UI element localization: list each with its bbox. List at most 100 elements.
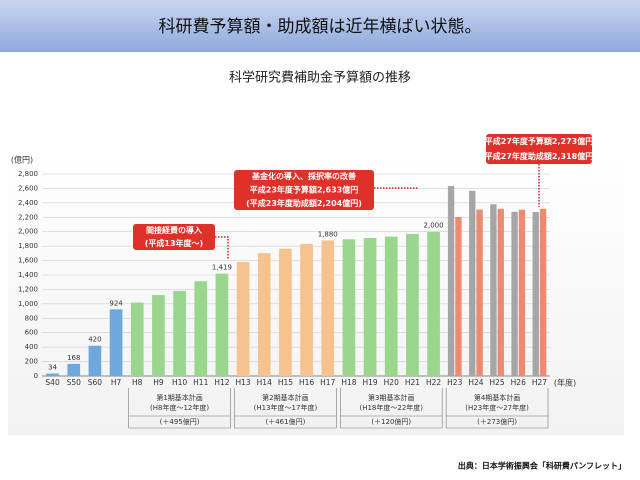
period-increase: (＋461億円) [266, 417, 306, 426]
x-tick-label: H16 [299, 378, 314, 387]
x-tick-label: H8 [132, 378, 143, 387]
period-name: 第1期基本計画 [156, 393, 202, 402]
x-tick-label: H13 [235, 378, 250, 387]
bar [469, 190, 476, 376]
source: 出典：日本学術振興会「科研費パンフレット」 [458, 461, 626, 471]
y-tick-label: 1,200 [18, 285, 38, 293]
y-tick-label: 2,200 [18, 213, 38, 221]
x-tick-label: H18 [341, 378, 356, 387]
chart-title: 科学研究費補助金予算額の推移 [229, 70, 411, 86]
x-tick-label: H17 [320, 378, 335, 387]
bar [497, 208, 504, 376]
bar [476, 209, 483, 376]
x-tick-label: H24 [468, 378, 483, 387]
bar [215, 273, 229, 376]
y-tick-label: 600 [25, 329, 38, 337]
y-tick-label: 0 [34, 372, 38, 380]
x-tick-label: S50 [67, 378, 82, 387]
bar [363, 237, 377, 376]
y-tick-label: 2,400 [18, 199, 38, 207]
x-tick-label: S40 [45, 378, 60, 387]
callout-text: (平成23年度助成額2,204億円) [246, 198, 362, 208]
x-tick-label: H27 [532, 378, 547, 387]
chart: 0 200 400 600 800 1,000 1,200 1,400 1,600 1,800 2,… [18, 134, 597, 429]
bar [152, 295, 165, 376]
callout-box [486, 134, 592, 164]
header-band [0, 0, 640, 52]
period-increase: (＋273億円) [477, 417, 517, 426]
header-title: 科研費予算額・助成額は近年横ばい状態。 [159, 17, 482, 37]
y-tick-label: 1,000 [18, 300, 38, 308]
callout-text: 平成27年度予算額2,273億円 [485, 136, 593, 146]
bar [490, 204, 497, 376]
x-tick-label: H9 [153, 378, 164, 387]
y-tick-label: 400 [25, 343, 38, 351]
callout-leader [215, 236, 229, 261]
period-range: (H18年度〜22年度) [359, 403, 423, 412]
bar [384, 236, 398, 376]
callout-box [234, 170, 374, 210]
data-label: 1,419 [212, 264, 232, 272]
data-label: 168 [67, 354, 80, 362]
y-tick-label: 800 [25, 314, 38, 322]
callout-text: (平成13年度〜) [145, 238, 203, 248]
x-tick-label: H21 [405, 378, 420, 387]
x-tick-label: H23 [447, 378, 462, 387]
period-increase: (＋120億円) [371, 417, 411, 426]
data-label: 420 [88, 336, 101, 344]
x-tick-label: S60 [88, 378, 103, 387]
period-name: 第4期基本計画 [474, 393, 520, 402]
x-tick-label: H25 [489, 378, 504, 387]
x-axis-label: (年度) [554, 378, 576, 388]
period-range: (H13年度〜17年度) [254, 403, 318, 412]
y-tick-label: 1,400 [18, 271, 38, 279]
callout-text: 基金化の導入、採択率の改善 [251, 171, 356, 181]
x-tick-label: H20 [384, 378, 399, 387]
period-range: (H8年度〜12年度) [150, 403, 209, 412]
bar [257, 253, 271, 376]
x-tick-label: H7 [111, 378, 122, 387]
bar [455, 216, 462, 376]
callout-box [133, 224, 215, 250]
bar [236, 262, 250, 376]
bar [447, 186, 455, 376]
x-tick-label: H26 [511, 378, 526, 387]
period-name: 第2期基本計画 [262, 393, 308, 402]
data-label: 34 [48, 364, 57, 372]
bar [279, 248, 292, 376]
bar [518, 209, 526, 376]
bar [109, 309, 123, 376]
x-tick-label: H15 [278, 378, 293, 387]
bar [46, 373, 59, 376]
y-tick-label: 2,800 [18, 170, 38, 178]
x-tick-label: H14 [257, 378, 272, 387]
y-axis-label: (億円) [11, 155, 33, 165]
x-tick-label: H19 [362, 378, 377, 387]
callout-text: 平成23年度予算額2,633億円 [250, 185, 358, 195]
bar [342, 239, 356, 376]
x-tick-label: H11 [193, 378, 208, 387]
y-tick-label: 1,600 [18, 257, 38, 265]
y-tick-label: 2,600 [18, 184, 38, 192]
period-name: 第3期基本計画 [368, 393, 414, 402]
bar [194, 281, 208, 376]
bar [67, 363, 81, 376]
period-range: (H23年度〜27年度) [465, 403, 529, 412]
bar [511, 211, 518, 376]
bar [532, 212, 539, 376]
bar [300, 243, 313, 376]
bar [173, 290, 186, 376]
x-tick-label: H22 [426, 378, 441, 387]
bar [88, 345, 102, 376]
x-tick-label: H12 [214, 378, 229, 387]
callout-text: (平成27年度助成額2,318億円) [481, 151, 597, 161]
x-tick-label: H10 [172, 378, 187, 387]
callout-text: 間接経費の導入 [146, 225, 202, 235]
data-label: 2,000 [424, 222, 444, 230]
bar [321, 240, 335, 376]
y-tick-label: 1,800 [18, 242, 38, 250]
bar [130, 302, 144, 376]
y-tick-label: 2,000 [18, 228, 38, 236]
